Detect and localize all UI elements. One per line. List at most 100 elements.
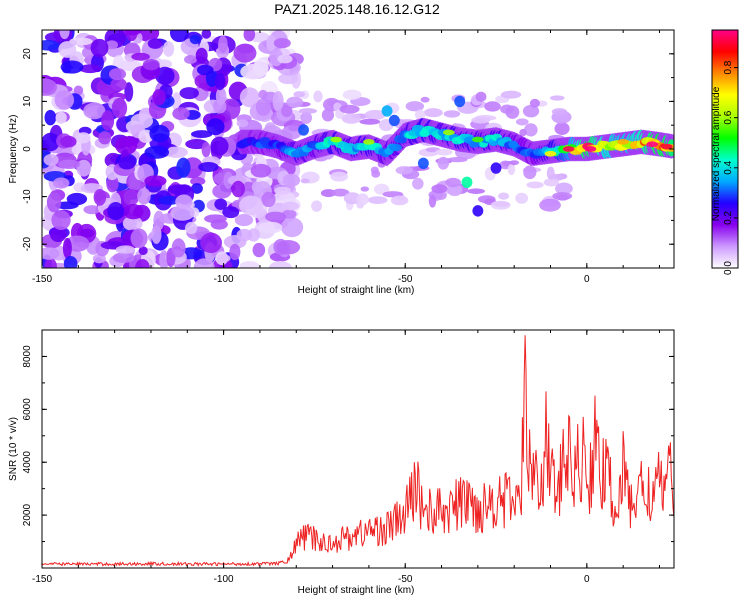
noise-blob (108, 68, 127, 81)
noise-blob (51, 210, 71, 231)
isolated-feature (388, 114, 400, 127)
faint-blob (281, 104, 293, 118)
noise-blob (169, 30, 189, 43)
noise-blob (142, 58, 160, 71)
faint-blob (543, 178, 560, 187)
noise-blob (124, 82, 134, 102)
noise-blob (130, 228, 148, 249)
snr-y-tick-label: 6000 (22, 398, 33, 421)
noise-blob (261, 191, 276, 208)
noise-blob (171, 92, 182, 112)
faint-blob (428, 194, 437, 208)
noise-blob (135, 259, 150, 268)
snr-y-tick-label: 2000 (22, 504, 33, 527)
noise-blob (236, 119, 249, 128)
noise-blob (107, 202, 125, 221)
spectrogram-y-tick-label: -10 (22, 189, 33, 204)
faint-blob (356, 193, 369, 206)
faint-blob (371, 169, 381, 178)
noise-blob (62, 237, 72, 259)
spectrogram-y-tick-label: -20 (22, 237, 33, 252)
noise-blob (255, 98, 271, 116)
faint-blob (539, 198, 561, 212)
noise-blob (171, 238, 186, 258)
noise-blob (60, 135, 77, 148)
noise-blob (189, 34, 201, 45)
noise-blob (144, 175, 167, 187)
faint-blob (447, 156, 468, 163)
noise-blob (179, 87, 199, 100)
noise-blob (214, 198, 228, 210)
faint-blob (445, 177, 462, 188)
faint-blob (420, 96, 430, 103)
noise-blob (170, 205, 195, 221)
snr-series-line (42, 335, 674, 568)
faint-blob (529, 98, 540, 108)
noise-blob (55, 111, 67, 125)
noise-blob (43, 153, 59, 166)
snr-x-tick-label: -150 (32, 574, 52, 585)
isolated-feature (417, 157, 429, 169)
spectrogram-x-tick-label: -100 (214, 274, 234, 285)
noise-blob (215, 87, 227, 106)
noise-blob (79, 64, 101, 74)
ridge-peak (544, 150, 557, 157)
spectrogram-y-tick-label: 20 (22, 48, 33, 60)
faint-blob (313, 90, 323, 103)
noise-blob (131, 52, 150, 61)
isolated-feature (298, 124, 309, 136)
noise-blob (201, 141, 211, 158)
snr-y-axis-label: SNR (10 * v/v) (8, 417, 19, 481)
spectrogram-y-tick-label: 10 (22, 95, 33, 107)
isolated-feature (461, 176, 473, 189)
noise-blob (198, 162, 219, 172)
snr-y-ticks: 2000 4000 6000 8000 (22, 329, 674, 543)
colorbar-gradient (712, 30, 738, 268)
spectrogram-x-tick-label: -50 (398, 274, 413, 285)
snr-panel: -150 -100 -50 0 2000 4000 6000 8000 Height of … (8, 329, 675, 596)
ridge-peak (660, 143, 673, 150)
ridge-peak (646, 141, 659, 148)
noise-blob (234, 214, 254, 227)
faint-blob (360, 186, 369, 192)
snr-y-tick-label: 4000 (22, 451, 33, 474)
faint-blob (526, 181, 544, 189)
noise-blob (112, 252, 135, 264)
colorbar-tick-label: 0.4 (723, 160, 734, 174)
noise-blob (176, 157, 191, 178)
faint-blob (554, 122, 570, 136)
noise-blob (239, 87, 260, 108)
snr-frame (41, 329, 675, 569)
ridge-peak (363, 139, 375, 145)
noise-blob (195, 47, 208, 64)
faint-blob (437, 156, 450, 170)
noise-blob (118, 156, 136, 170)
noise-blob (193, 258, 215, 268)
noise-blob (277, 54, 293, 64)
snr-x-axis-label: Height of straight line (km) (298, 585, 415, 596)
spectrogram-x-tick-label: -150 (32, 274, 52, 285)
spectrogram-y-ticks: -20 -10 0 10 20 (22, 29, 674, 269)
noise-blob (239, 195, 263, 216)
colorbar-tick-label: 0.8 (723, 60, 734, 74)
faint-blob (471, 116, 491, 124)
ridge-peak (330, 136, 343, 143)
faint-blob (555, 182, 573, 195)
noise-blob (276, 240, 301, 255)
noise-blob (153, 210, 165, 231)
faint-blob (414, 109, 426, 121)
noise-blob (49, 226, 67, 243)
faint-blob (321, 108, 335, 122)
noise-blob (210, 136, 229, 156)
noise-blob (93, 188, 107, 206)
noise-blob (281, 201, 300, 211)
spectrogram-x-axis-label: Height of straight line (km) (298, 285, 415, 296)
ridge-peak (617, 139, 629, 145)
noise-blob (42, 39, 60, 51)
noise-blob (222, 206, 240, 219)
noise-blob (200, 232, 222, 253)
faint-blob (475, 91, 487, 102)
noise-blob (57, 159, 81, 169)
noise-blob (138, 246, 148, 256)
